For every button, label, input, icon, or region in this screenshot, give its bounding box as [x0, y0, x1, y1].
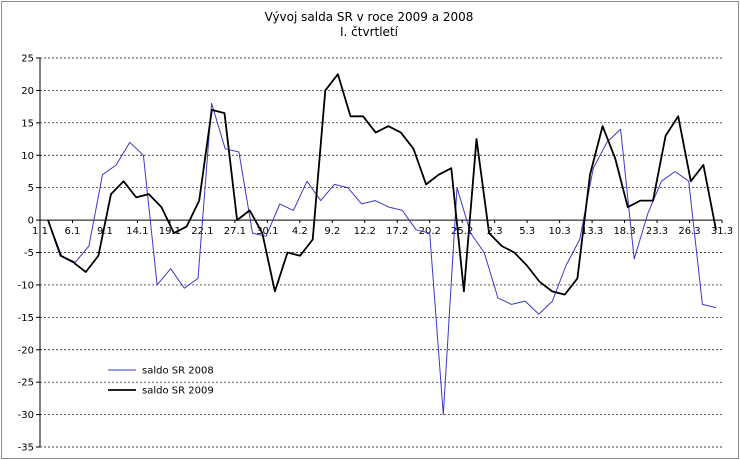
x-tick-label: 20.2 — [419, 226, 441, 237]
axes: 25 20 15 10 5 0 -5 -10 -15 -20 -25 -30 -35 1.1 6.1 9.1 1… — [18, 54, 733, 454]
x-tick-label: 5.3 — [519, 226, 535, 237]
x-tick-label: 27.1 — [224, 226, 246, 237]
x-tick-label: 10.3 — [548, 226, 570, 237]
x-tick-label: 18.3 — [613, 226, 635, 237]
x-tick-label: 13.3 — [581, 226, 603, 237]
x-tick-label: 1.1 — [32, 226, 48, 237]
series-line-2008 — [47, 102, 717, 416]
x-tick-label: 9.1 — [97, 226, 113, 237]
series-line-2009 — [47, 73, 717, 296]
legend-label: saldo SR 2008 — [142, 366, 214, 377]
legend-label: saldo SR 2009 — [142, 386, 214, 397]
x-tick-label: 17.2 — [386, 226, 408, 237]
x-tick-label: 25.2 — [451, 226, 473, 237]
x-tick-label: 22.1 — [191, 226, 213, 237]
x-tick-label: 26.3 — [678, 226, 700, 237]
x-tick-label: 2.3 — [487, 226, 503, 237]
y-tick-label: 20 — [21, 86, 34, 97]
y-tick-label: -35 — [18, 443, 34, 454]
y-tick-label: -5 — [24, 248, 34, 259]
y-tick-label: -25 — [18, 378, 34, 389]
y-tick-label: -20 — [18, 345, 34, 356]
y-tick-label: 5 — [28, 183, 34, 194]
x-tick-label: 30.1 — [256, 226, 278, 237]
y-tick-label: 15 — [21, 118, 34, 129]
y-tick-label: 0 — [28, 216, 34, 227]
x-tick-label: 12.2 — [354, 226, 376, 237]
chart-subtitle: I. čtvrtletí — [340, 25, 398, 39]
chart-title: Vývoj salda SR v roce 2009 a 2008 — [264, 10, 474, 24]
y-tick-label: -10 — [18, 280, 34, 291]
x-tick-label: 31.3 — [711, 226, 733, 237]
y-tick-label: -30 — [18, 410, 34, 421]
y-tick-label: 10 — [21, 151, 34, 162]
series-lines — [47, 73, 717, 416]
x-tick-label: 9.2 — [324, 226, 340, 237]
x-tick-label: 23.3 — [646, 226, 668, 237]
y-tick-label: -15 — [18, 313, 34, 324]
x-tick-label: 19.1 — [159, 226, 181, 237]
x-tick-label: 14.1 — [126, 226, 148, 237]
x-tick-label: 4.2 — [292, 226, 308, 237]
y-tick-label: 25 — [21, 54, 34, 65]
x-tick-label: 6.1 — [65, 226, 81, 237]
chart-title-block: Vývoj salda SR v roce 2009 a 2008 I. čtv… — [0, 10, 738, 40]
legend: saldo SR 2008 saldo SR 2009 — [108, 366, 214, 397]
